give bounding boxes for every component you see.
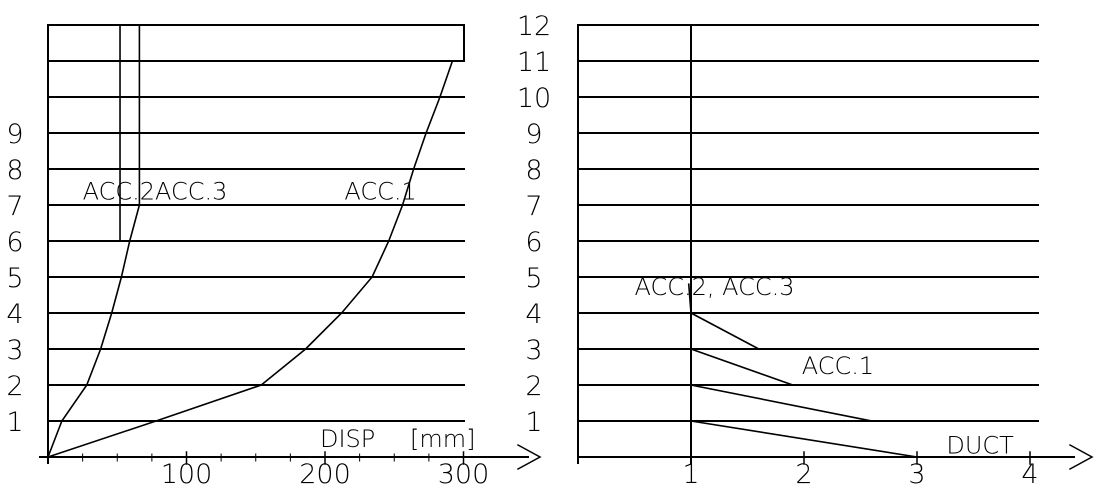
floor-label: 7 (6, 191, 23, 222)
x-axis-arrow (1068, 443, 1094, 471)
floor-label: 6 (6, 227, 23, 258)
series-line-unlabeled-1 (690, 384, 873, 422)
floor-label: 1 (525, 407, 542, 438)
floor-label: 8 (6, 155, 23, 186)
floor-label: 4 (6, 299, 23, 330)
series-annotation: DUCT (946, 431, 1014, 459)
gridlines: 1 2 3 4 (577, 24, 1094, 486)
floor-label: 9 (6, 119, 23, 150)
gridlines: 100 200 300 (39, 24, 542, 486)
floor-label: 9 (525, 119, 542, 150)
x-tick-label: 2 (795, 459, 812, 486)
series-line-acc-1 (46, 59, 454, 459)
series-line-duct (690, 420, 918, 458)
floor-label: 2 (6, 371, 23, 402)
series-line-acc-2acc-3 (46, 24, 141, 459)
floor-label: 3 (6, 335, 23, 366)
x-axis-unit: [mm] (410, 425, 475, 453)
series-line-acc-2-acc-3 (689, 311, 760, 351)
x-tick-label: 300 (438, 459, 490, 486)
x-axis-arrow (516, 443, 542, 471)
floor-label: 7 (525, 191, 542, 222)
floor-label: 3 (525, 335, 542, 366)
floor-label: 5 (6, 263, 23, 294)
floor-label: 5 (525, 263, 542, 294)
floor-label: 2 (525, 371, 542, 402)
series-annotation: ACC.2ACC.3 (83, 178, 228, 206)
x-tick-label: 1 (682, 459, 699, 486)
series-annotation: ACC.2, ACC.3 (635, 273, 795, 301)
x-axis-title: DISP (320, 425, 375, 453)
x-tick-label: 4 (1021, 459, 1038, 486)
floor-label: 12 (517, 11, 551, 42)
x-tick-label: 100 (161, 459, 213, 486)
x-tick-label: 200 (299, 459, 351, 486)
x-tick-label: 3 (908, 459, 925, 486)
series-annotation: ACC.1 (344, 178, 416, 206)
floor-label: 6 (525, 227, 542, 258)
series-annotation: ACC.1 (802, 352, 874, 380)
floor-label: 11 (517, 47, 551, 78)
floor-label: 1 (6, 407, 23, 438)
left-panel-displacement: 100 200 300 1 2 3 4 5 6 7 8 9 ACC.2ACC.3 ACC.1 DISP [mm… (6, 24, 542, 486)
floor-label: 4 (525, 299, 542, 330)
series-line-acc-1 (689, 347, 794, 387)
floor-label: 8 (525, 155, 542, 186)
series-line-unlabeled-4 (687, 283, 692, 314)
floor-label: 10 (517, 83, 551, 114)
